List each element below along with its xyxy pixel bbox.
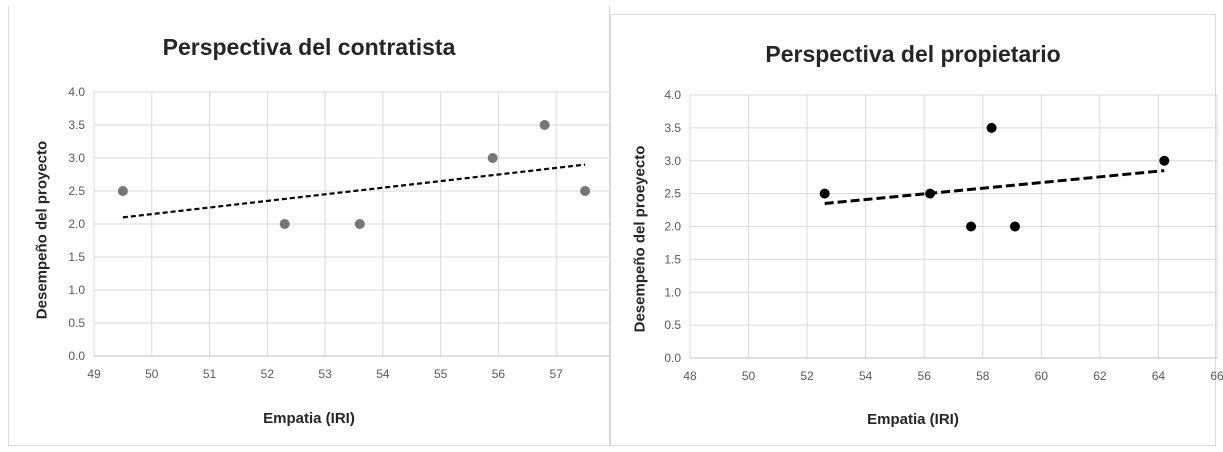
y-tick-label: 3.5 (68, 118, 85, 132)
x-tick-label: 58 (976, 369, 990, 383)
scatter-plot-contratista: 49505152535455565750.00.51.01.52.02.53.0… (68, 85, 617, 381)
x-tick-label: 49 (87, 367, 101, 381)
y-tick-label: 4.0 (68, 85, 85, 99)
data-point (925, 188, 936, 199)
x-tick-label: 66 (1210, 369, 1223, 383)
data-point (580, 186, 591, 196)
y-tick-label: 0.0 (664, 351, 681, 365)
y-tick-label: 2.5 (68, 184, 85, 198)
y-tick-label: 2.5 (664, 187, 681, 201)
y-tick-label: 2.0 (664, 220, 681, 234)
y-tick-label: 1.0 (664, 285, 681, 299)
x-tick-label: 62 (1093, 369, 1107, 383)
x-tick-label: 54 (376, 367, 390, 381)
y-tick-label: 3.5 (664, 121, 681, 135)
data-point (966, 221, 977, 232)
y-tick-label: 0.5 (664, 318, 681, 332)
x-tick-label: 60 (1035, 369, 1049, 383)
data-point (354, 219, 365, 229)
y-tick-label: 1.5 (68, 250, 85, 264)
x-axis-label: Empatia (IRI) (263, 410, 355, 427)
data-point (279, 219, 290, 229)
data-point (1009, 221, 1020, 232)
y-tick-label: 4.0 (664, 88, 681, 102)
data-point (986, 122, 997, 133)
x-axis-label: Empatia (IRI) (867, 411, 959, 428)
x-tick-label: 50 (742, 369, 756, 383)
data-point (819, 188, 830, 199)
x-tick-label: 56 (492, 367, 506, 381)
chart-panel-contratista: Perspectiva del contratista 49 50 51 52 53 54… (8, 6, 618, 446)
x-tick-label: 64 (1152, 369, 1166, 383)
chart-title: Perspectiva del propietario (765, 41, 1061, 67)
data-point (539, 120, 550, 130)
data-point (117, 186, 128, 196)
chart-title: Perspectiva del contratista (162, 34, 456, 60)
y-tick-label: 0.0 (68, 349, 85, 363)
y-axis-label: Desempeño del proeyecto (631, 145, 649, 333)
chart-panel-propietario: Perspectiva del propietario 48 50 52 54 56 58… (610, 14, 1223, 446)
trendline (122, 163, 586, 219)
x-tick-label: 51 (203, 367, 217, 381)
scatter-plot-propietario: 48 50 52 54 56 58 60 62 64 66 0.0 0.5 1.0 1.5 2.0 2.5 3.… (664, 88, 1223, 383)
y-tick-label: 1.5 (664, 252, 681, 266)
y-tick-label: 2.0 (68, 217, 85, 231)
x-tick-label: 54 (859, 369, 873, 383)
x-tick-label: 53 (318, 367, 332, 381)
y-tick-label: 1.0 (68, 283, 85, 297)
y-tick-label: 3.0 (664, 154, 681, 168)
x-tick-label: 55 (434, 367, 448, 381)
y-axis-label: Desempeño del proyecto (33, 140, 51, 320)
x-tick-label: 57 (550, 367, 564, 381)
trendline (824, 169, 1165, 205)
data-point (1159, 155, 1170, 166)
data-point (487, 153, 498, 163)
x-tick-label: 48 (683, 369, 697, 383)
x-tick-label: 56 (918, 369, 932, 383)
y-tick-label: 0.5 (68, 316, 85, 330)
x-tick-label: 50 (145, 367, 159, 381)
x-tick-label: 52 (800, 369, 814, 383)
x-tick-label: 52 (261, 367, 275, 381)
y-tick-label: 3.0 (68, 151, 85, 165)
